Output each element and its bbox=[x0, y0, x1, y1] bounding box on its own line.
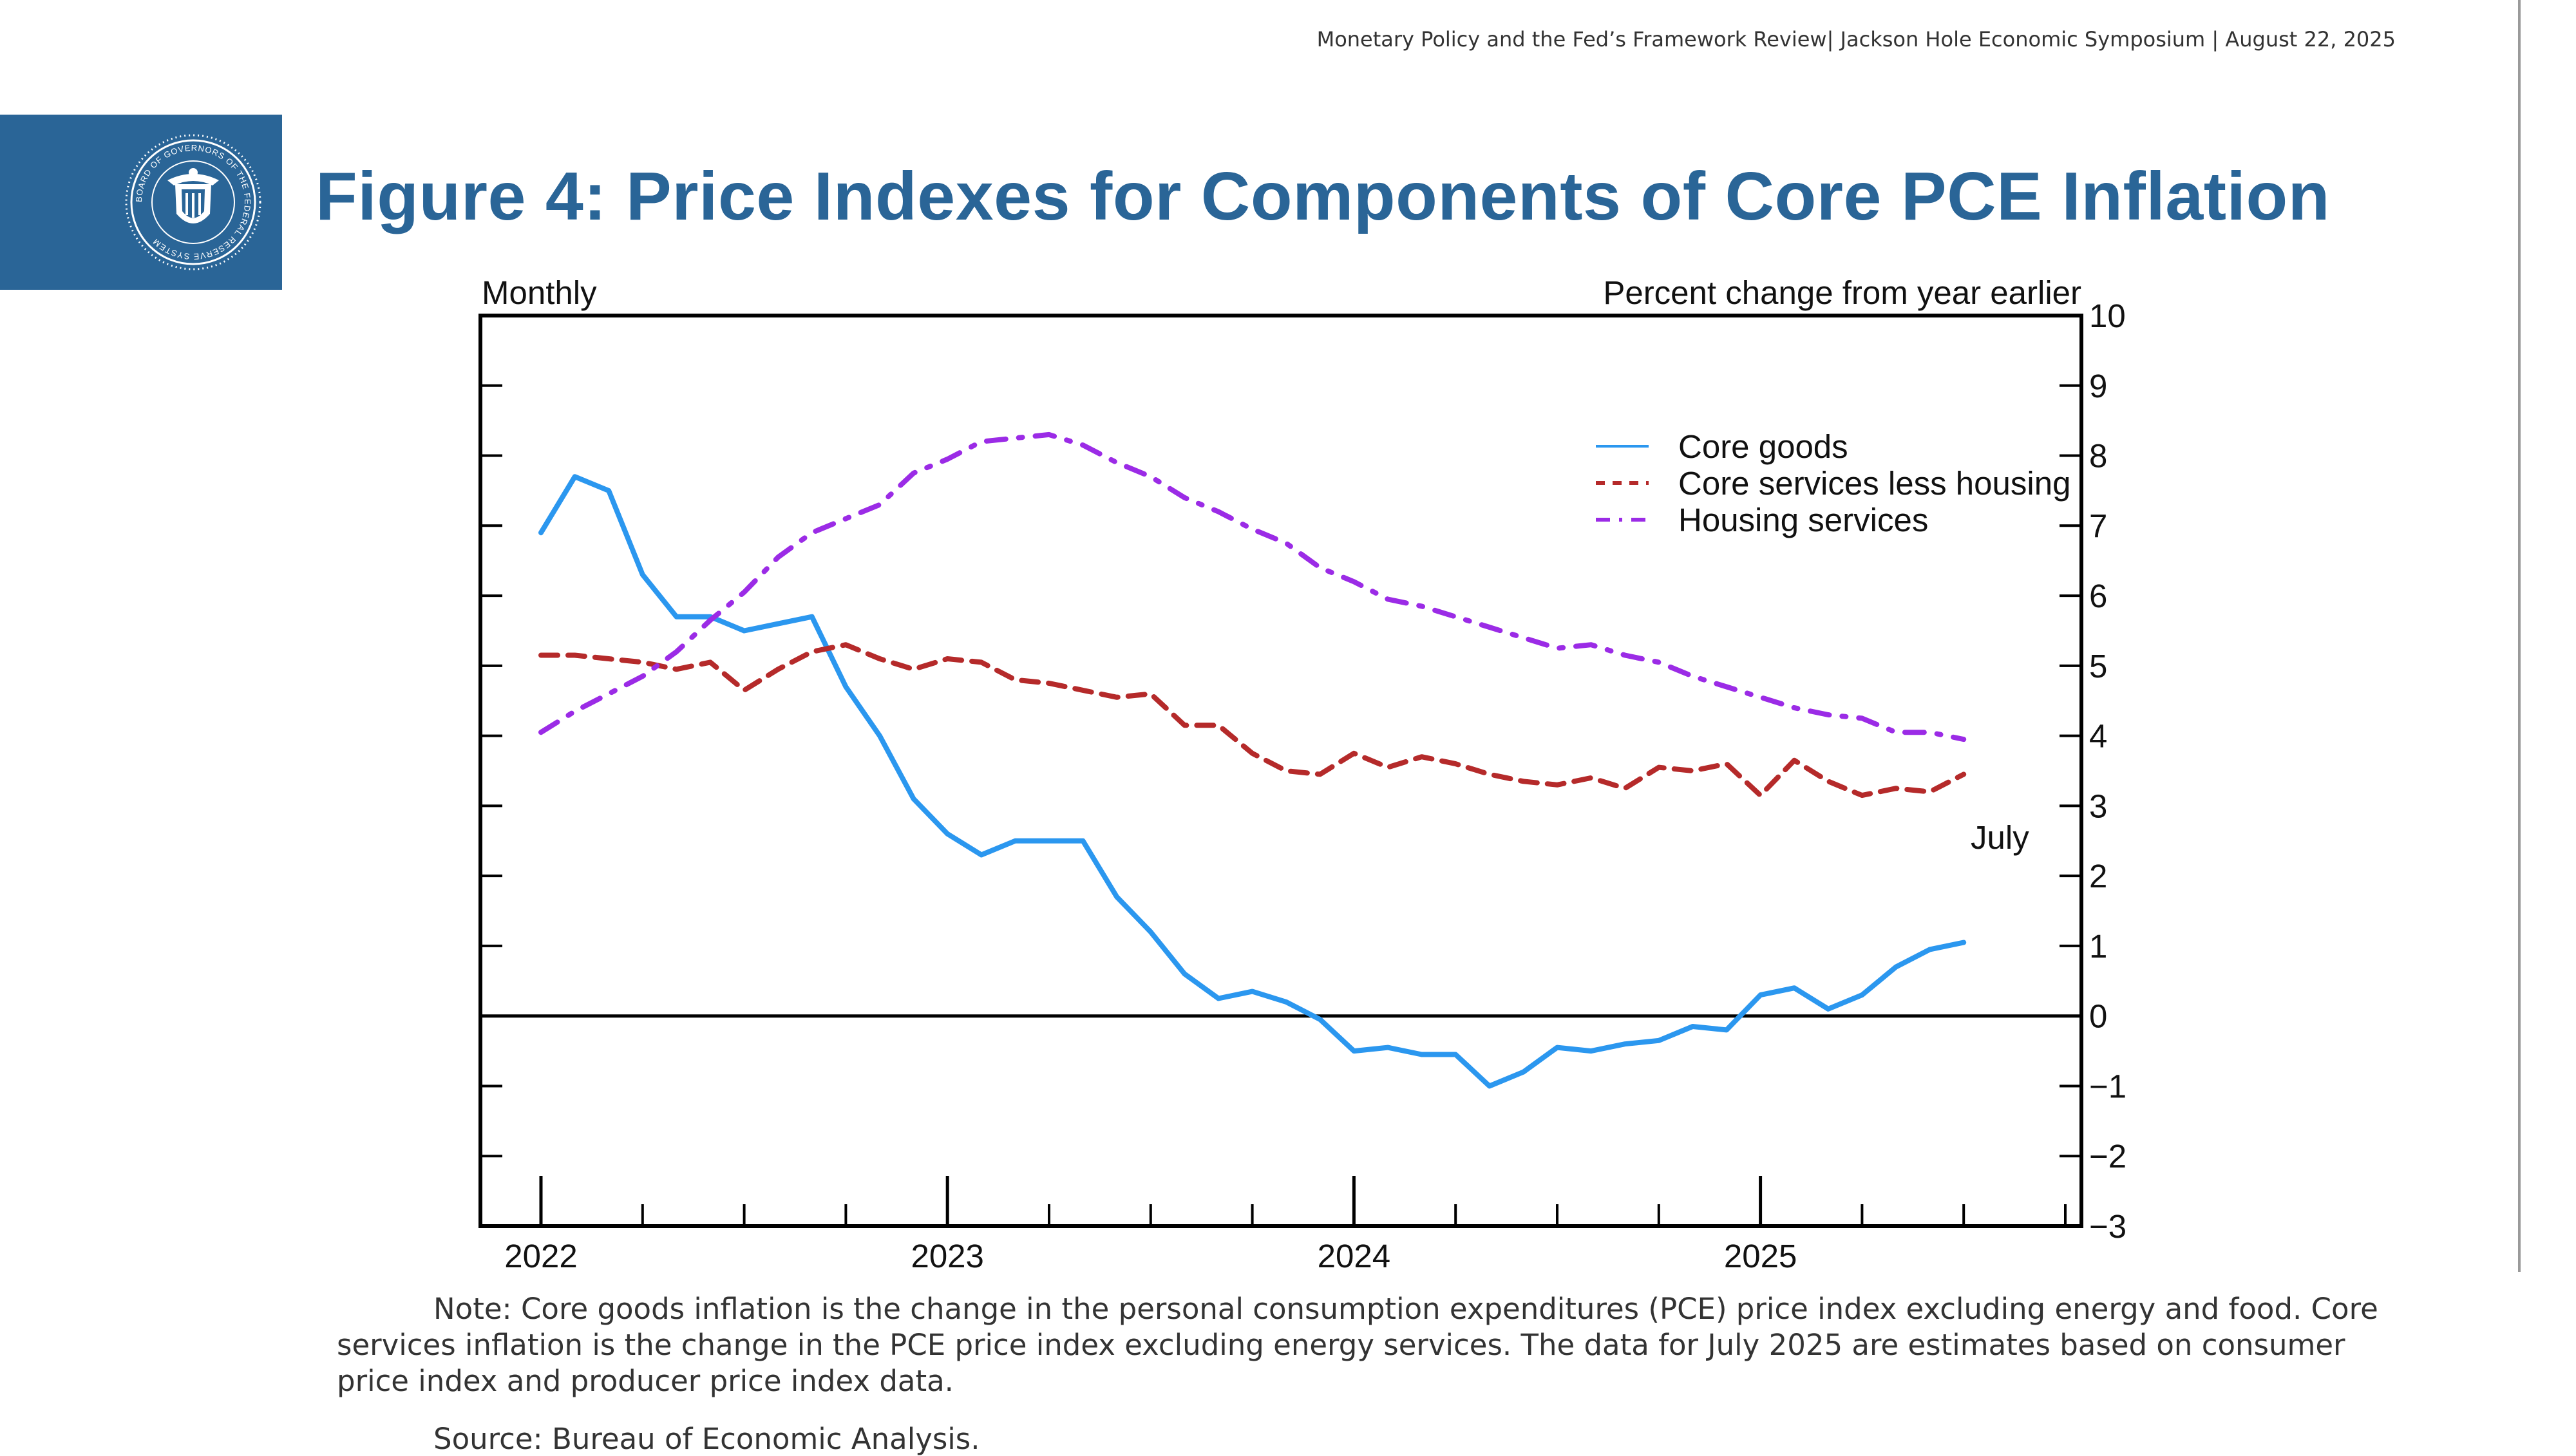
x-tick-label-year: 2024 bbox=[1318, 1238, 1390, 1274]
figure-title: Figure 4: Price Indexes for Components o… bbox=[316, 158, 2330, 234]
y-tick-label: 7 bbox=[2089, 507, 2107, 544]
y-tick-label: 9 bbox=[2089, 368, 2107, 404]
y-tick-label: −1 bbox=[2089, 1068, 2126, 1104]
figure-note: Note: Core goods inflation is the change… bbox=[337, 1291, 2398, 1399]
plot-frame bbox=[478, 314, 2083, 1228]
y-tick-label: 1 bbox=[2089, 928, 2107, 965]
note-text: Note: Core goods inflation is the change… bbox=[337, 1292, 2378, 1398]
y-tick-label: −2 bbox=[2089, 1138, 2126, 1175]
x-tick-label-year: 2022 bbox=[504, 1238, 577, 1274]
y-tick-label: 8 bbox=[2089, 438, 2107, 475]
legend-label-2: Core services less housing bbox=[1678, 465, 2070, 502]
header-line: Monetary Policy and the Fed’s Framework … bbox=[1316, 27, 2396, 52]
y-tick-label: 4 bbox=[2089, 718, 2107, 755]
figure-source: Source: Bureau of Economic Analysis. bbox=[433, 1422, 980, 1456]
series-line-2 bbox=[538, 642, 1967, 799]
federal-reserve-seal-icon: BOARD OF GOVERNORS OF THE FEDERAL RESERV… bbox=[125, 134, 261, 270]
series-line-3 bbox=[538, 431, 1967, 742]
fed-logo-band: BOARD OF GOVERNORS OF THE FEDERAL RESERV… bbox=[0, 115, 282, 290]
price-index-chart: Monthly Percent change from year earlier… bbox=[478, 274, 2126, 1274]
y-tick-label: 5 bbox=[2089, 648, 2107, 685]
x-tick-label-year: 2023 bbox=[911, 1238, 983, 1274]
left-axis-label: Monthly bbox=[482, 274, 597, 311]
legend-label-3: Housing services bbox=[1678, 502, 1928, 538]
right-edge-rule bbox=[2518, 0, 2521, 1272]
y-tick-label: 6 bbox=[2089, 578, 2107, 614]
right-axis-label: Percent change from year earlier bbox=[1603, 274, 2081, 311]
y-tick-label: 3 bbox=[2089, 788, 2107, 824]
x-tick-label-year: 2025 bbox=[1724, 1238, 1797, 1274]
end-annotation: July bbox=[1971, 819, 2029, 856]
y-tick-label: 2 bbox=[2089, 858, 2107, 894]
legend-label-1: Core goods bbox=[1678, 428, 1848, 465]
y-tick-label: 10 bbox=[2089, 298, 2126, 334]
y-tick-label: −3 bbox=[2089, 1208, 2126, 1245]
series-line-1 bbox=[538, 474, 1967, 1089]
y-tick-label: 0 bbox=[2089, 998, 2107, 1035]
